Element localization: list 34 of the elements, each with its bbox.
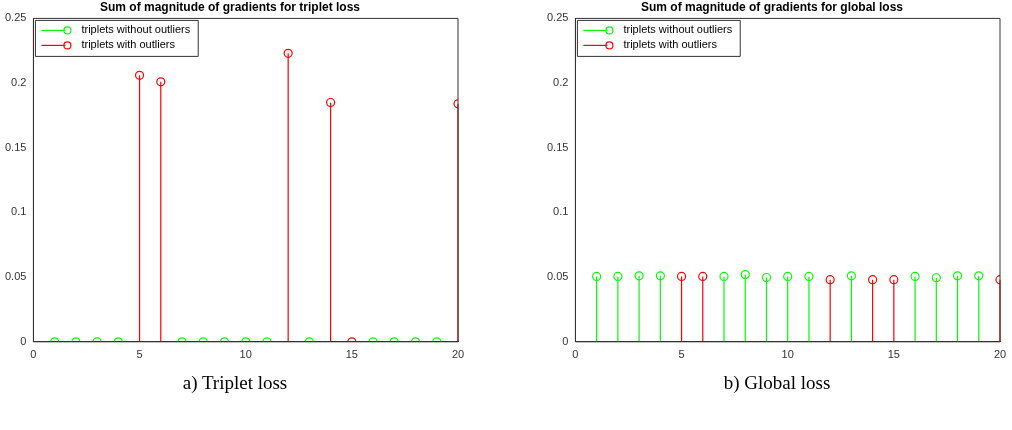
y-tick-label: 0.15 xyxy=(4,140,27,153)
legend-label: triplets without outliers xyxy=(81,23,191,36)
point xyxy=(156,77,166,87)
text: b) Global loss xyxy=(722,372,832,394)
legend-label: triplets with outliers xyxy=(81,38,176,51)
x-tick-label: 15 xyxy=(887,348,900,361)
point xyxy=(326,97,336,108)
chart-title: Sum of magnitude of gradients for global loss xyxy=(640,0,904,14)
y-tick-label: 0.2 xyxy=(11,76,27,89)
y-tick-label: 0.25 xyxy=(4,11,27,24)
x-tick-label: 10 xyxy=(781,348,794,361)
y-tick-label: 0 xyxy=(20,334,27,347)
point xyxy=(134,70,145,80)
x-tick-label: 5 xyxy=(136,348,143,361)
y-tick-label: 0.1 xyxy=(11,205,27,218)
legend-label: triplets with outliers xyxy=(623,38,718,51)
x-tick-label: 15 xyxy=(345,348,358,361)
x-tick-label: 5 xyxy=(678,348,685,361)
chart-title: Sum of magnitude of gradients for triplet loss xyxy=(99,0,361,14)
x-tick-label: 20 xyxy=(451,348,465,361)
x-tick-label: 20 xyxy=(993,348,1007,361)
y-tick-label: 0.2 xyxy=(553,76,569,89)
legend-label: triplets without outliers xyxy=(623,23,733,36)
x-tick-label: 10 xyxy=(239,348,252,361)
y-tick-label: 0.1 xyxy=(553,205,569,218)
x-tick-label: 0 xyxy=(572,348,579,361)
y-tick-label: 0 xyxy=(562,334,569,347)
y-tick-label: 0.15 xyxy=(546,140,569,153)
y-tick-label: 0.25 xyxy=(546,11,569,24)
point xyxy=(283,48,293,58)
y-tick-label: 0.05 xyxy=(4,270,27,283)
y-tick-label: 0.05 xyxy=(546,270,569,283)
x-tick-label: 0 xyxy=(30,348,37,361)
text: a) Triplet loss xyxy=(181,372,289,394)
